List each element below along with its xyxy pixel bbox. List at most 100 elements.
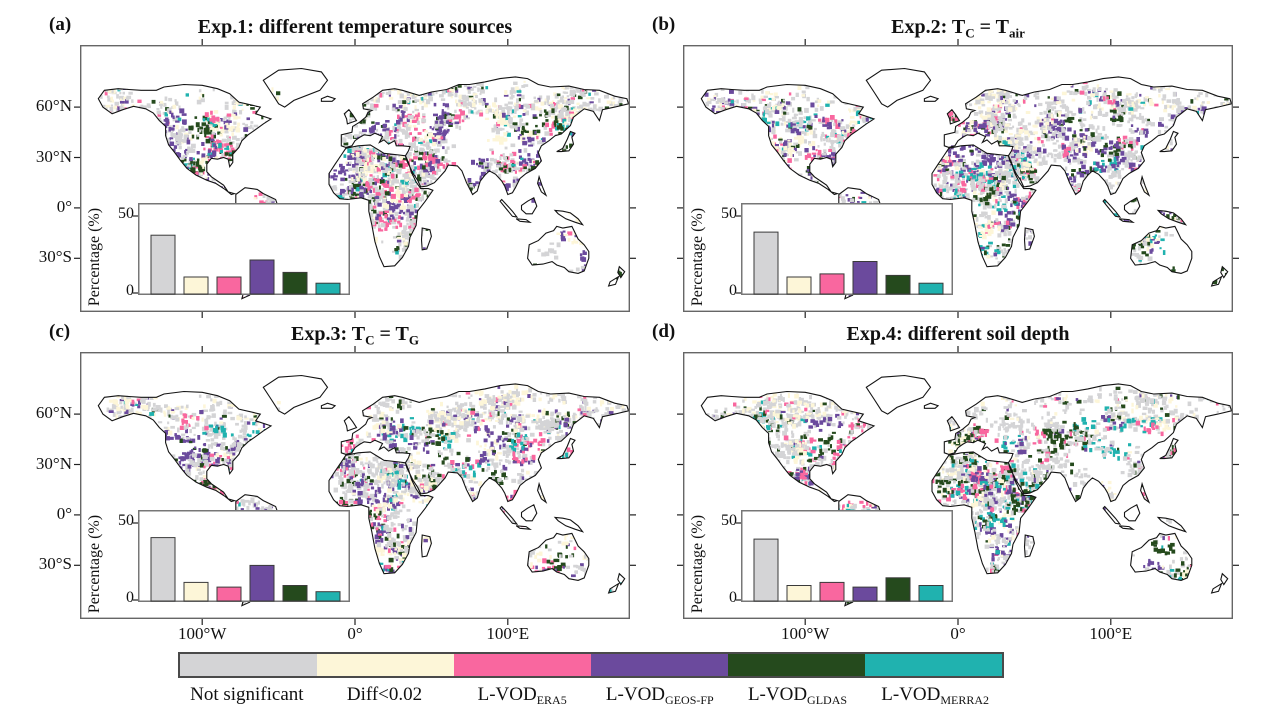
legend-segment-GEOS-FP — [591, 654, 728, 676]
map-panel-b: 50 0 Percentage (%) — [677, 39, 1239, 318]
legend-colorbar — [178, 652, 1004, 678]
panel-title-b: Exp.2: TC = Tair — [683, 16, 1233, 42]
inset-bar — [753, 538, 779, 602]
legend-label: Diff<0.02 — [347, 684, 422, 706]
map-ytick-label: 60°N — [35, 96, 72, 116]
legend-segment-not-significant — [180, 654, 317, 676]
inset-ytick-50: 50 — [721, 205, 737, 222]
title-text: Exp.3: T — [291, 323, 366, 345]
inset-bar — [918, 282, 944, 295]
legend-segment-GLDAS — [728, 654, 865, 676]
axis-ticks — [677, 346, 1239, 625]
legend-label-text: L-VOD — [747, 684, 808, 705]
title-text: = T — [374, 323, 409, 345]
inset-bar — [885, 274, 911, 295]
map-xtick-label: 100°E — [1089, 624, 1133, 643]
inset-bar — [786, 585, 812, 602]
inset-bar — [852, 586, 878, 602]
legend-segment-MERRA2 — [865, 654, 1002, 676]
inset-ytick-0: 0 — [126, 589, 134, 606]
map-ytick-label: 60°N — [35, 403, 72, 423]
axis-ticks — [74, 39, 636, 318]
map-ytick-label: 30°N — [35, 453, 72, 473]
legend-segment-ERA5 — [454, 654, 591, 676]
panel-tag-a: (a) — [49, 14, 72, 35]
legend-label-text: Not significant — [190, 684, 304, 705]
inset-bar — [819, 273, 845, 295]
inset-bar — [249, 259, 275, 295]
inset-ylabel: Percentage (%) — [86, 514, 103, 614]
inset-bar — [786, 276, 812, 295]
legend-label: Not significant — [190, 684, 303, 706]
inset-bar — [852, 261, 878, 295]
panel-title-c: Exp.3: TC = TG — [80, 323, 630, 349]
inset-bar — [315, 591, 341, 602]
map-ytick-label: 0° — [56, 196, 72, 216]
inset-bar — [819, 581, 845, 602]
map-frame — [682, 44, 1233, 313]
inset-ytick-50: 50 — [118, 512, 134, 529]
legend-label-subscript: MERRA2 — [940, 693, 990, 708]
inset-ytick-0: 0 — [126, 282, 134, 299]
inset-bar-chart-b — [736, 203, 953, 295]
map-xtick-label: 100°E — [486, 624, 530, 643]
title-text: Exp.4: different soil depth — [846, 323, 1070, 345]
map-ytick-label: 30°N — [35, 146, 72, 166]
legend-label: L-VODGLDAS — [748, 684, 847, 708]
title-text: Exp.1: different temperature sources — [197, 16, 513, 38]
inset-bar — [216, 276, 242, 295]
inset-bar-chart-c — [133, 510, 350, 602]
inset-bar — [249, 564, 275, 602]
map-xtick-label: 0° — [950, 624, 966, 643]
inset-bar — [282, 271, 308, 295]
legend-segment-diff-0-02 — [317, 654, 454, 676]
inset-bar — [150, 537, 176, 602]
panel-title-d: Exp.4: different soil depth — [683, 323, 1233, 346]
map-xtick-label: 100°W — [781, 624, 830, 643]
panel-tag-c: (c) — [49, 321, 71, 342]
map-panel-c: 50 0 Percentage (%) — [74, 346, 636, 625]
map-panel-d: 50 0 Percentage (%) — [677, 346, 1239, 625]
legend-label-subscript: GLDAS — [807, 693, 848, 708]
map-xtick-label: 0° — [347, 624, 363, 643]
title-text: Exp.2: T — [891, 16, 966, 38]
inset-bar-chart-d — [736, 510, 953, 602]
panel-tag-b: (b) — [652, 14, 676, 35]
legend-label-text: L-VOD — [881, 684, 941, 705]
title-subscript: G — [408, 332, 419, 348]
legend-label-text: L-VOD — [477, 684, 537, 705]
panel-title-a: Exp.1: different temperature sources — [80, 16, 630, 39]
legend-label: L-VODMERRA2 — [881, 684, 989, 708]
map-ytick-label: 30°S — [38, 247, 72, 267]
legend-label-text: Diff<0.02 — [346, 684, 423, 705]
inset-ylabel: Percentage (%) — [689, 514, 706, 614]
title-subscript: air — [1008, 25, 1025, 41]
map-frame — [682, 351, 1233, 620]
inset-ytick-50: 50 — [721, 512, 737, 529]
map-frame — [79, 351, 630, 620]
axis-ticks — [74, 346, 636, 625]
legend-label-subscript: GEOS-FP — [665, 693, 714, 708]
inset-bar — [183, 581, 209, 602]
inset-ytick-0: 0 — [729, 589, 737, 606]
inset-ytick-0: 0 — [729, 282, 737, 299]
axis-ticks — [677, 39, 1239, 318]
legend-label: L-VODGEOS-FP — [606, 684, 714, 708]
inset-bar — [282, 585, 308, 602]
legend-label: L-VODERA5 — [478, 684, 567, 708]
inset-bar — [216, 586, 242, 602]
inset-ytick-50: 50 — [118, 205, 134, 222]
panel-tag-d: (d) — [652, 321, 676, 342]
map-ytick-label: 0° — [56, 503, 72, 523]
map-ytick-label: 30°S — [38, 554, 72, 574]
map-xtick-label: 100°W — [178, 624, 227, 643]
inset-bar — [183, 276, 209, 295]
map-frame — [79, 44, 630, 313]
title-text: = T — [974, 16, 1009, 38]
inset-bar — [918, 585, 944, 602]
map-panel-a: 50 0 Percentage (%) — [74, 39, 636, 318]
inset-ylabel: Percentage (%) — [689, 207, 706, 307]
inset-bar-chart-a — [133, 203, 350, 295]
title-subscript: C — [965, 25, 975, 41]
